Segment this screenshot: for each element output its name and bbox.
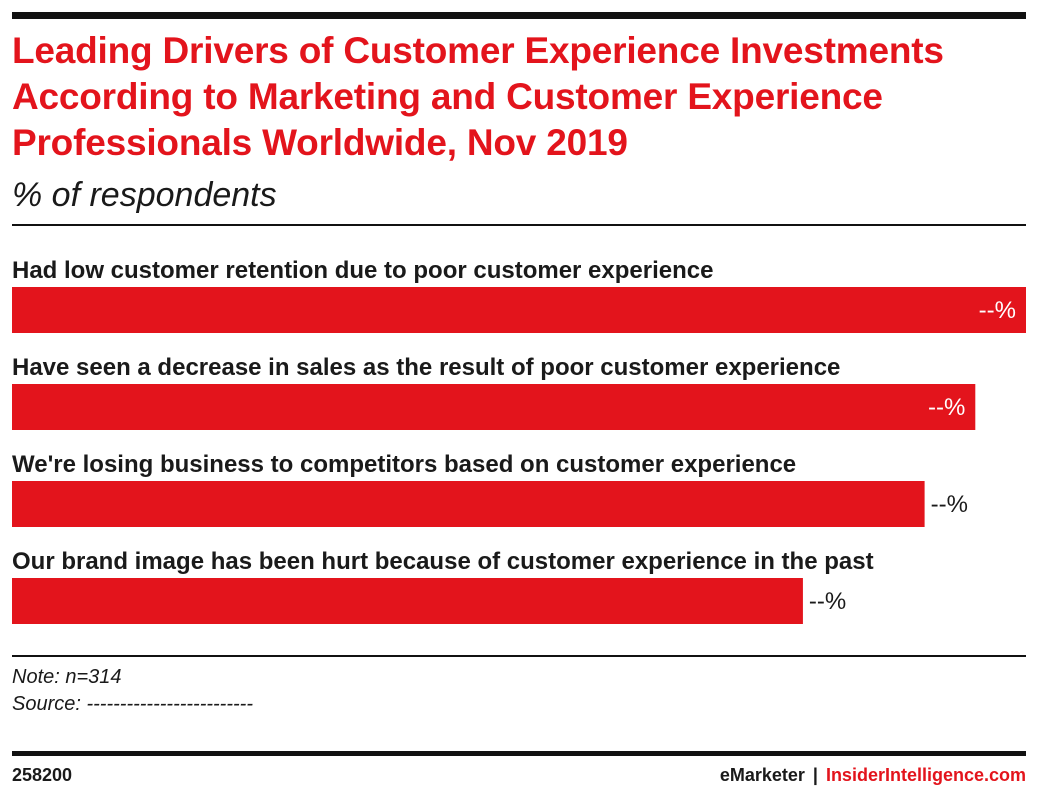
top-rule [12, 12, 1026, 19]
bar [12, 578, 803, 624]
brand-emarketer: eMarketer [719, 765, 805, 785]
category-label: Have seen a decrease in sales as the res… [12, 354, 840, 381]
category-label: Had low customer retention due to poor c… [12, 257, 713, 284]
bar [12, 384, 976, 430]
brand-separator: | [812, 765, 818, 785]
bar-value-label: --% [979, 297, 1016, 324]
chart-source: Source: ------------------------- [12, 693, 253, 715]
chart-note: Note: n=314 [12, 666, 122, 688]
brand-insider-intelligence: InsiderIntelligence.com [825, 765, 1026, 785]
footer-rule [12, 751, 1026, 756]
title-divider [12, 224, 1026, 226]
brand-line: eMarketer | InsiderIntelligence.com [720, 765, 1026, 786]
chart-title: Leading Drivers of Customer Experience I… [12, 30, 944, 163]
category-label: Our brand image has been hurt because of… [12, 548, 874, 575]
bar [12, 481, 925, 527]
category-label: We're losing business to competitors bas… [12, 451, 796, 478]
bar [12, 287, 1026, 333]
bar-value-label: --% [931, 491, 968, 518]
chart-subtitle: % of respondents [12, 176, 277, 214]
chart-bottom-rule [12, 655, 1026, 657]
chart-id: 258200 [12, 765, 73, 785]
bar-value-label: --% [809, 588, 846, 615]
bar-value-label: --% [928, 394, 965, 421]
